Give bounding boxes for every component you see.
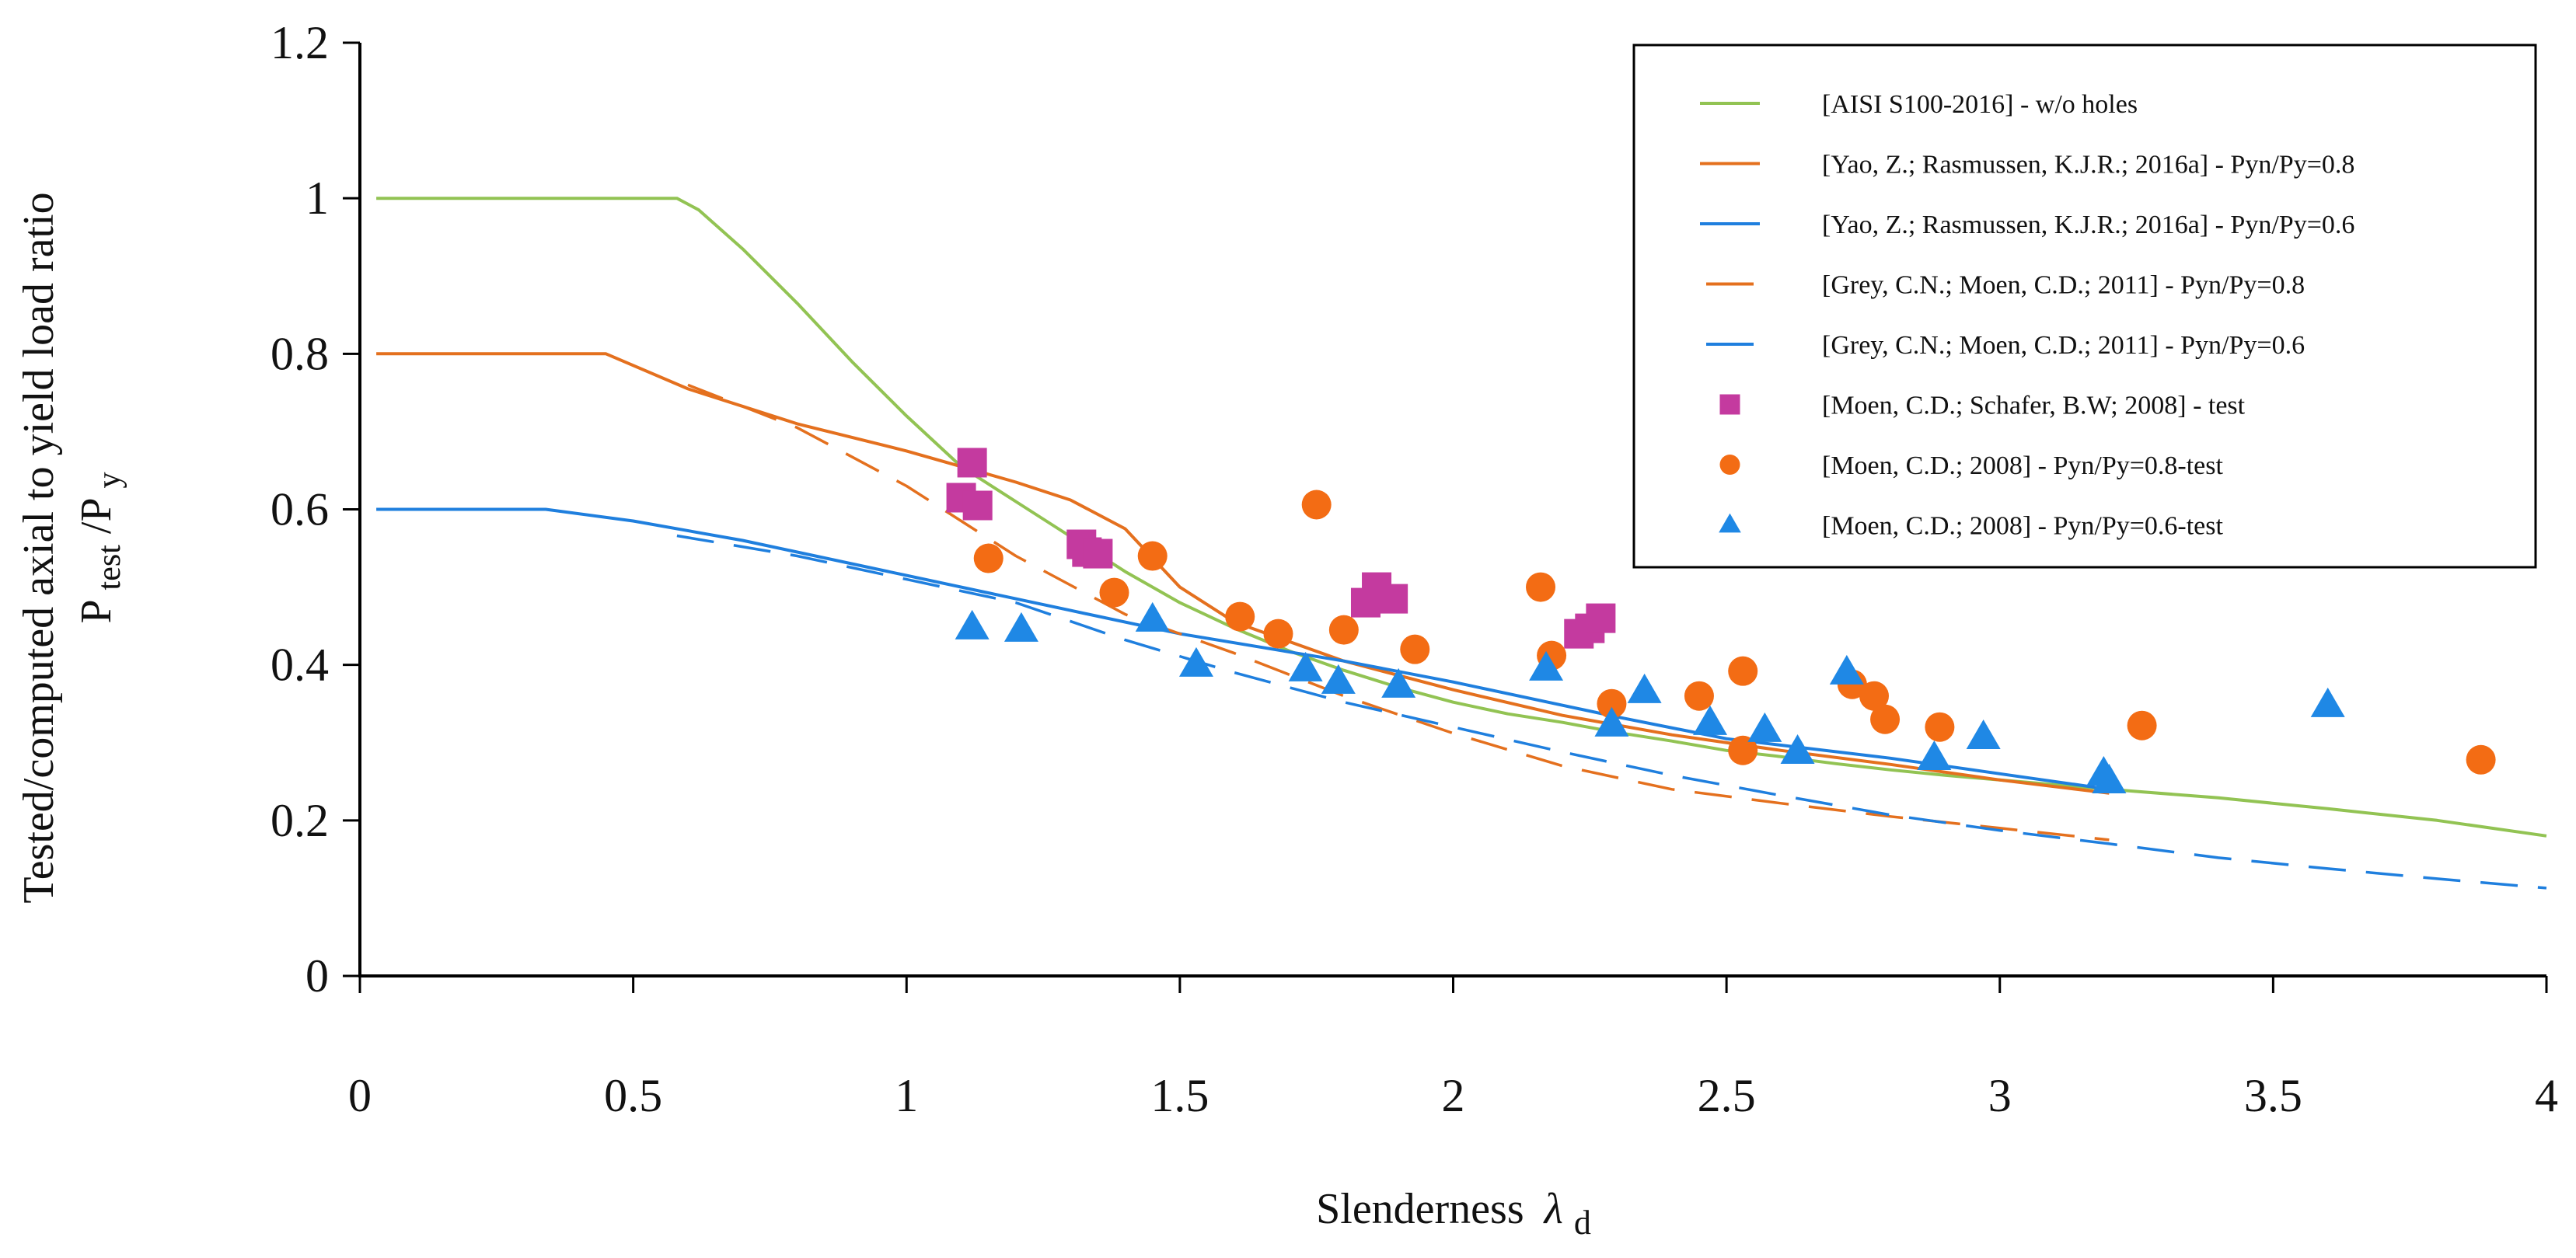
y-tick-label: 1.2: [271, 17, 329, 68]
legend-label: [Grey, C.N.; Moen, C.D.; 2011] - Pyn/Py=…: [1822, 271, 2305, 300]
legend-label: [Moen, C.D.; 2008] - Pyn/Py=0.6-test: [1822, 512, 2223, 541]
x-axis-title-symbol: λ: [1543, 1185, 1563, 1233]
legend-marker-swatch: [1719, 394, 1740, 415]
legend-item: [Moen, C.D.; 2008] - Pyn/Py=0.8-test: [1719, 451, 2223, 480]
data-point-circle: [1328, 615, 1359, 645]
legend-item: [Moen, C.D.; 2008] - Pyn/Py=0.6-test: [1719, 512, 2223, 541]
legend-label: [Grey, C.N.; Moen, C.D.; 2011] - Pyn/Py=…: [1822, 331, 2305, 360]
data-point-square: [957, 448, 987, 478]
legend-label: [Yao, Z.; Rasmussen, K.J.R.; 2016a] - Py…: [1822, 211, 2354, 239]
legend-label: [Yao, Z.; Rasmussen, K.J.R.; 2016a] - Py…: [1822, 151, 2354, 179]
data-point-triangle: [1529, 650, 1564, 681]
data-point-circle: [1400, 634, 1430, 664]
x-tick-label: 3.5: [2244, 1070, 2302, 1121]
x-tick-label: 2: [1442, 1070, 1465, 1121]
data-point-triangle: [1693, 705, 1728, 735]
data-point-circle: [1859, 681, 1890, 711]
data-point-circle: [1728, 735, 1758, 765]
legend-label: [AISI S100-2016] - w/o holes: [1822, 90, 2138, 119]
legend-item: [Yao, Z.; Rasmussen, K.J.R.; 2016a] - Py…: [1700, 211, 2354, 239]
y-tick-label: 0.2: [271, 795, 329, 846]
y-axis-title-p: P: [72, 601, 120, 623]
x-tick-label: 0.5: [604, 1070, 662, 1121]
x-tick-label: 2.5: [1698, 1070, 1756, 1121]
data-point-circle: [1263, 619, 1293, 649]
data-point-circle: [1137, 541, 1168, 571]
x-tick-label: 1.5: [1150, 1070, 1209, 1121]
x-tick-label: 1: [895, 1070, 918, 1121]
data-point-square: [1083, 538, 1113, 569]
data-point-triangle: [1594, 706, 1629, 737]
y-tick-label: 0.8: [271, 328, 329, 379]
legend-marker-swatch: [1719, 455, 1740, 475]
data-point-triangle: [1178, 646, 1213, 677]
y-axis-title-sub-y: y: [92, 472, 127, 488]
data-point-circle: [2466, 744, 2496, 775]
y-tick-label: 1: [305, 172, 329, 224]
x-tick-label: 4: [2535, 1070, 2558, 1121]
data-point-triangle: [1381, 667, 1416, 698]
data-point-square: [1378, 584, 1408, 614]
y-axis-title-line1: Tested/computed axial to yield load rati…: [15, 192, 63, 903]
data-point-circle: [1301, 490, 1332, 520]
legend-box: [1632, 44, 2537, 569]
data-point-triangle: [1780, 734, 1815, 764]
y-axis-title-line2: P test /P y: [72, 472, 130, 623]
x-tick-label: 0: [348, 1070, 372, 1121]
series-line-grey-c-n-moen-c-d-2011-pyn-py-0-8: [687, 383, 2110, 842]
data-point-circle: [1728, 656, 1758, 686]
x-tick-label: 3: [1988, 1070, 2012, 1121]
data-point-circle: [1099, 577, 1129, 608]
series-line-yao-z-rasmussen-k-j-r-2016a-pyn-py-0-6: [376, 507, 2110, 791]
data-point-circle: [1684, 681, 1714, 711]
data-point-triangle: [1135, 601, 1170, 632]
data-point-circle: [1225, 601, 1255, 632]
y-tick-label: 0.6: [271, 484, 329, 535]
markers-layer: [946, 448, 2496, 793]
data-point-triangle: [2092, 763, 2127, 793]
x-axis-title: Slenderness λ d: [1316, 1185, 1591, 1242]
data-point-square: [1586, 603, 1616, 633]
data-point-triangle: [1966, 719, 2001, 749]
y-axis-title-sub-test: test: [92, 545, 127, 591]
data-point-circle: [1870, 704, 1901, 734]
data-point-triangle: [1627, 673, 1662, 703]
legend-item: [AISI S100-2016] - w/o holes: [1700, 90, 2138, 119]
x-axis-title-text: Slenderness: [1316, 1185, 1524, 1233]
data-point-circle: [973, 543, 1004, 573]
legend-label: [Moen, C.D.; 2008] - Pyn/Py=0.8-test: [1822, 451, 2223, 480]
data-point-triangle: [1747, 712, 1782, 742]
ticks-layer: 0 0.2 0.4 0.6 0.8 1 1.2 0 0.5 1 1.5 2 2.5 3 3.5 4: [271, 17, 2558, 1121]
data-point-triangle: [1004, 612, 1038, 642]
legend-item: [Yao, Z.; Rasmussen, K.J.R.; 2016a] - Py…: [1700, 151, 2354, 179]
data-point-triangle: [1917, 740, 1952, 770]
x-axis-title-subscript: d: [1574, 1204, 1591, 1242]
legend-item: [Grey, C.N.; Moen, C.D.; 2011] - Pyn/Py=…: [1706, 331, 2305, 360]
legend-label: [Moen, C.D.; Schafer, B.W; 2008] - test: [1822, 392, 2246, 420]
y-axis-title: Tested/computed axial to yield load rati…: [15, 192, 130, 903]
y-tick-label: 0.4: [271, 639, 329, 691]
legend: [AISI S100-2016] - w/o holes [Yao, Z.; Ra…: [1632, 44, 2537, 569]
data-point-triangle: [955, 609, 990, 639]
legend-item: [Grey, C.N.; Moen, C.D.; 2011] - Pyn/Py=…: [1706, 271, 2305, 300]
data-point-triangle: [1829, 654, 1864, 685]
y-axis-title-div: /P: [72, 499, 120, 534]
data-point-square: [962, 490, 993, 521]
data-point-triangle: [2310, 687, 2345, 717]
data-point-triangle: [1321, 664, 1356, 694]
data-point-circle: [1526, 572, 1556, 602]
legend-item: [Moen, C.D.; Schafer, B.W; 2008] - test: [1719, 392, 2246, 420]
legend-marker-swatch: [1719, 513, 1741, 533]
data-point-triangle: [1288, 651, 1323, 681]
series-lines-layer: [376, 197, 2547, 890]
data-point-circle: [2127, 710, 2157, 741]
y-tick-label: 0: [305, 950, 329, 1002]
data-point-circle: [1925, 712, 1955, 742]
data-point-circle: [1597, 688, 1627, 719]
